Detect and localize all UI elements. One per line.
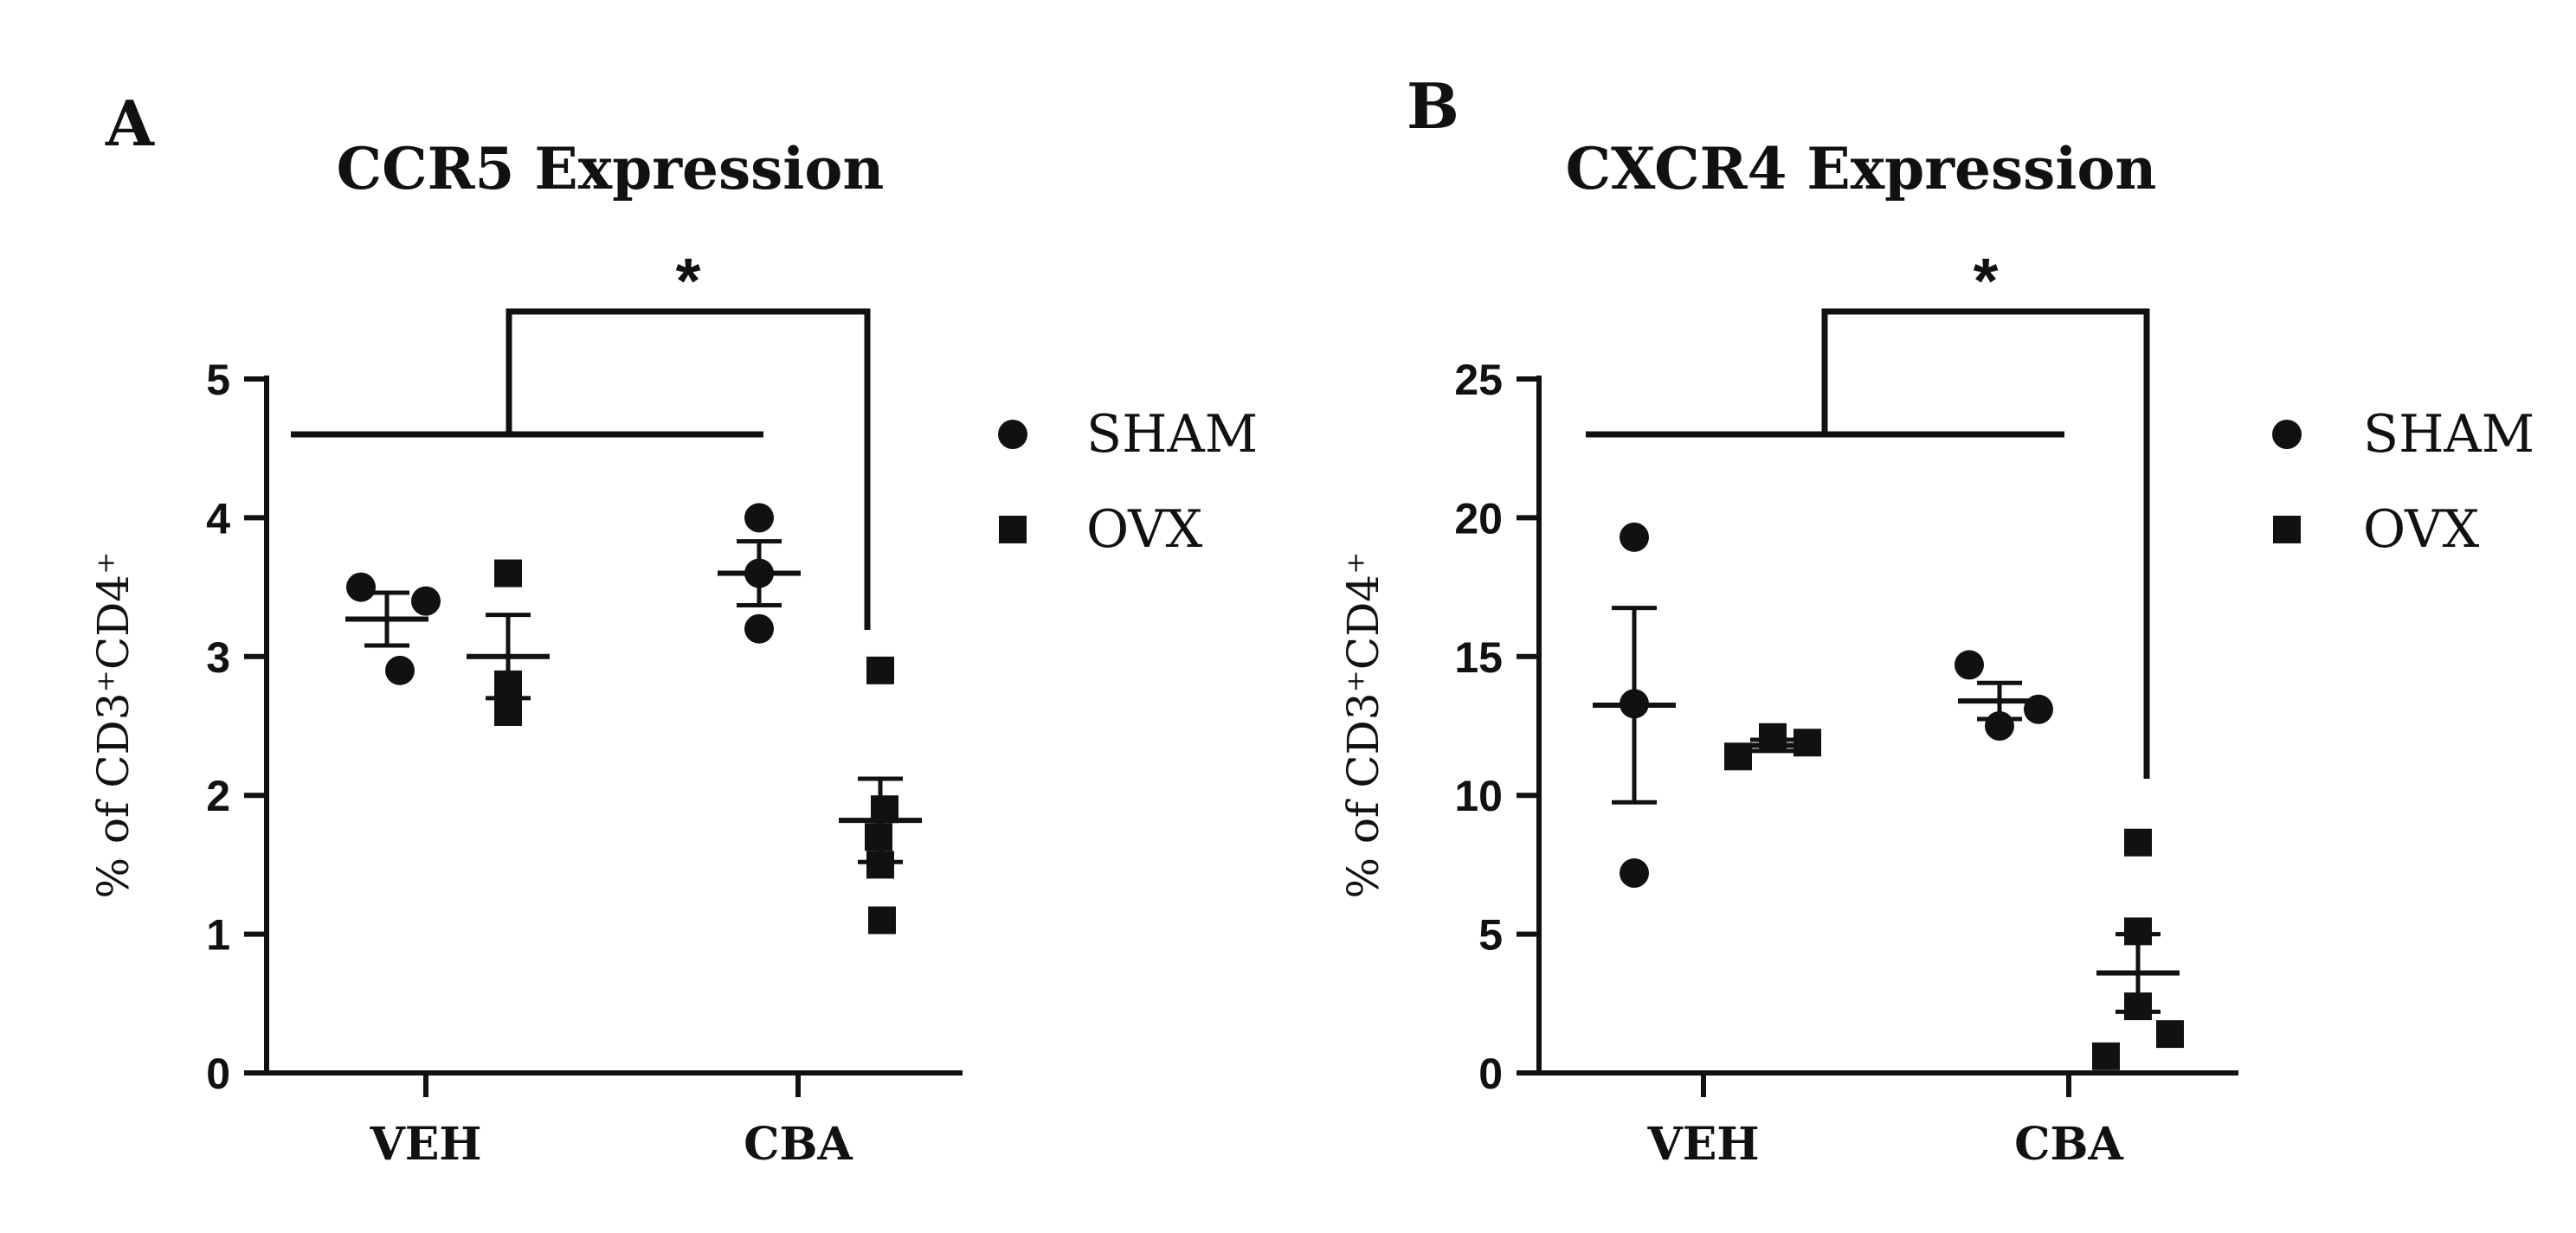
- x-tick-label-b-veh: VEH: [1646, 1118, 1759, 1171]
- point-a-cba-sham-0: [744, 503, 774, 533]
- y-tick-label-b-20: 20: [1454, 494, 1503, 543]
- panel-letter-a: A: [105, 87, 155, 160]
- legend-marker-b-ovx: [2273, 516, 2301, 543]
- point-a-cba-sham-1: [744, 613, 774, 644]
- y-tick-label-a-0: 0: [206, 1050, 230, 1098]
- legend-label-a-sham: SHAM: [1086, 404, 1258, 465]
- group-a-veh-ovx: [467, 559, 550, 726]
- point-a-cba-ovx-1: [871, 795, 898, 824]
- point-b-cba-ovx-3: [2156, 1020, 2184, 1049]
- legend-marker-a-sham: [998, 420, 1027, 449]
- x-tick-label-b-cba: CBA: [2014, 1118, 2123, 1171]
- legend-marker-a-ovx: [999, 516, 1027, 543]
- sig-star-b: *: [1974, 245, 1999, 317]
- y-tick-label-b-0: 0: [1478, 1050, 1503, 1098]
- y-tick-label-a-5: 5: [206, 356, 230, 404]
- legend-marker-b-sham: [2272, 420, 2302, 449]
- point-a-cba-ovx-2: [865, 823, 892, 851]
- group-b-cba-sham: [1955, 650, 2053, 741]
- point-b-veh-ovx-1: [1759, 722, 1787, 751]
- group-a-cba-ovx: [839, 656, 922, 934]
- point-a-cba-ovx-0: [866, 656, 894, 684]
- point-b-cba-ovx-0: [2124, 828, 2152, 857]
- y-tick-label-a-4: 4: [206, 494, 230, 543]
- x-tick-label-a-cba: CBA: [744, 1118, 853, 1171]
- point-b-cba-ovx-2: [2124, 992, 2152, 1021]
- point-a-veh-sham-0: [346, 572, 376, 602]
- panel-a: A CCR5 Expression 0 1 2 3 4 5 VEH CBA % of CD3⁺CD4…: [88, 87, 1258, 1171]
- point-a-veh-sham-2: [411, 586, 441, 616]
- point-b-veh-ovx-2: [1794, 729, 1821, 757]
- point-a-veh-ovx-1: [494, 697, 522, 726]
- y-tick-label-b-15: 15: [1454, 633, 1503, 682]
- y-tick-label-b-25: 25: [1454, 356, 1503, 404]
- point-b-cba-sham-1: [1985, 711, 2014, 741]
- x-tick-label-a-veh: VEH: [369, 1118, 481, 1171]
- y-tick-label-a-1: 1: [206, 911, 230, 960]
- legend-label-b-ovx: OVX: [2363, 499, 2479, 560]
- y-tick-label-b-5: 5: [1478, 911, 1503, 960]
- point-b-veh-sham-2: [1620, 858, 1649, 889]
- point-a-veh-ovx-2: [494, 670, 522, 698]
- point-b-cba-sham-0: [1955, 650, 1984, 680]
- y-axis-label-a: % of CD3⁺CD4⁺: [88, 551, 138, 898]
- point-a-cba-ovx-4: [868, 906, 896, 934]
- point-b-veh-sham-0: [1620, 522, 1649, 552]
- legend-label-b-sham: SHAM: [2363, 404, 2534, 465]
- group-a-veh-sham: [345, 572, 441, 685]
- legend-label-a-ovx: OVX: [1086, 499, 1202, 560]
- point-a-veh-sham-1: [385, 655, 415, 685]
- point-b-veh-sham-1: [1620, 689, 1649, 719]
- point-a-veh-ovx-0: [494, 559, 522, 588]
- y-tick-label-a-3: 3: [206, 633, 230, 682]
- chart-title-a: CCR5 Expression: [337, 135, 885, 202]
- group-b-cba-ovx: [2092, 828, 2184, 1070]
- point-a-cba-sham-2: [744, 558, 774, 588]
- point-a-cba-ovx-3: [866, 851, 894, 879]
- point-b-cba-sham-2: [2024, 694, 2053, 724]
- y-tick-label-b-10: 10: [1454, 772, 1503, 820]
- sig-bracket-b: [1821, 308, 2150, 779]
- group-b-veh-sham: [1593, 522, 1676, 889]
- chart-title-b: CXCR4 Expression: [1566, 135, 2157, 202]
- y-tick-label-a-2: 2: [206, 772, 230, 820]
- panel-letter-b: B: [1407, 69, 1459, 143]
- sig-bracket-a: [506, 308, 871, 630]
- y-axis-label-b: % of CD3⁺CD4⁺: [1338, 551, 1388, 898]
- group-b-veh-ovx: [1724, 722, 1821, 771]
- group-a-cba-sham: [718, 503, 801, 644]
- panel-b: B CXCR4 Expression 0 5 10 15 20 25 VEH CBA % of CD…: [1338, 69, 2534, 1171]
- point-b-cba-ovx-4: [2092, 1042, 2120, 1070]
- point-b-cba-ovx-1: [2124, 917, 2152, 946]
- sig-star-a: *: [676, 245, 701, 317]
- point-b-veh-ovx-0: [1724, 742, 1752, 771]
